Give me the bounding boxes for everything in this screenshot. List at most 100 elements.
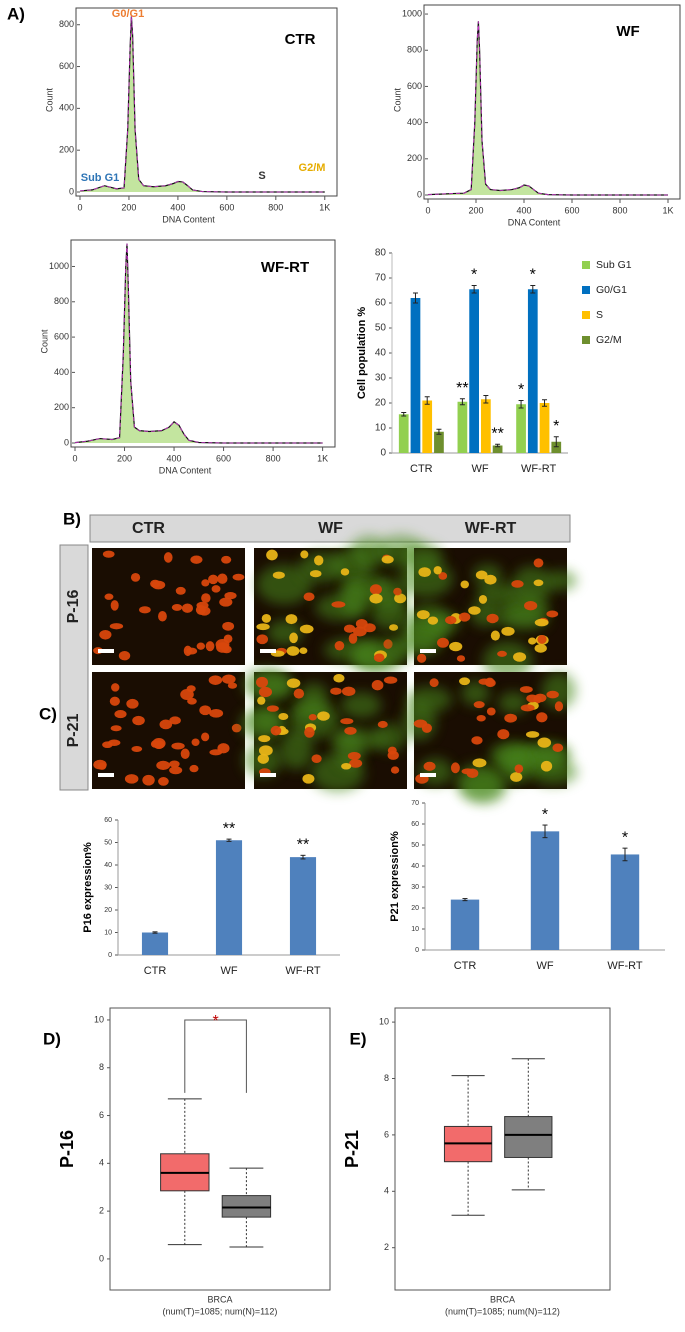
bar xyxy=(289,857,317,955)
y-tick-label: 10 xyxy=(94,1014,104,1024)
nucleus xyxy=(163,552,173,563)
green-stain xyxy=(299,682,328,708)
nucleus xyxy=(383,676,398,684)
nucleus xyxy=(341,686,356,697)
nucleus xyxy=(191,738,200,746)
nucleus xyxy=(534,643,547,653)
nucleus xyxy=(317,711,330,721)
y-tick-label: 0 xyxy=(64,437,69,447)
x-tick-label: WF xyxy=(471,463,488,475)
nucleus xyxy=(533,558,544,568)
nucleus xyxy=(278,712,289,720)
significance: * xyxy=(622,829,628,846)
nucleus xyxy=(99,630,112,640)
x-tick-label: 1K xyxy=(662,205,673,215)
nucleus xyxy=(175,586,186,595)
nucleus xyxy=(209,708,224,718)
nucleus xyxy=(353,626,367,637)
y-tick-label: 2 xyxy=(384,1242,389,1252)
y-tick-label: 400 xyxy=(59,103,74,113)
nucleus xyxy=(139,606,151,614)
significance: ** xyxy=(223,820,235,837)
y-tick-label: 8 xyxy=(99,1062,104,1072)
annotation: G0/G1 xyxy=(112,8,144,20)
y-tick-label: 20 xyxy=(375,398,387,409)
nucleus xyxy=(546,690,559,699)
y-tick-label: 70 xyxy=(375,273,387,284)
legend-swatch xyxy=(582,261,590,269)
scale-bar xyxy=(420,773,436,777)
y-tick-label: 8 xyxy=(384,1073,389,1083)
nucleus xyxy=(347,751,361,760)
y-tick-label: 40 xyxy=(411,863,419,870)
nucleus xyxy=(438,572,448,580)
significance: * xyxy=(212,1013,218,1030)
green-stain xyxy=(388,635,441,657)
green-stain xyxy=(256,564,313,605)
nucleus xyxy=(201,579,210,587)
box xyxy=(221,1195,272,1218)
y-axis-label: Count xyxy=(44,88,54,113)
bar xyxy=(539,403,550,453)
x-tick-label: WF xyxy=(536,960,553,972)
green-stain xyxy=(339,580,370,616)
nucleus xyxy=(286,678,301,688)
y-tick-label: 0 xyxy=(380,448,386,459)
plot-frame xyxy=(109,1007,331,1291)
y-tick-label: 60 xyxy=(104,817,112,824)
fit-line xyxy=(74,243,323,444)
nucleus xyxy=(169,766,183,775)
plot-frame xyxy=(75,7,338,197)
nucleus xyxy=(286,646,300,656)
nucleus xyxy=(222,621,235,631)
x-tick-label: WF xyxy=(220,965,237,977)
nucleus xyxy=(150,740,160,748)
y-tick-label: 800 xyxy=(54,296,69,306)
y-tick-label: 800 xyxy=(407,45,422,55)
nucleus xyxy=(501,626,515,636)
nucleus xyxy=(341,762,352,770)
nucleus xyxy=(256,634,269,645)
nucleus xyxy=(314,555,324,566)
green-stain xyxy=(406,686,453,713)
nucleus xyxy=(449,641,463,652)
nucleus xyxy=(461,768,474,775)
nucleus xyxy=(427,616,439,625)
nucleus xyxy=(513,652,527,662)
nucleus xyxy=(510,772,523,782)
nucleus xyxy=(459,677,471,686)
nucleus xyxy=(528,637,537,645)
x-tick-label: 600 xyxy=(216,453,231,463)
y-tick-label: 600 xyxy=(54,331,69,341)
significance: ** xyxy=(297,837,309,854)
y-tick-label: 10 xyxy=(104,929,112,936)
y-axis-label: P-16 xyxy=(57,1130,77,1168)
green-stain xyxy=(461,681,490,706)
x-tick-label: 0 xyxy=(72,453,77,463)
x-axis-label: DNA Content xyxy=(162,214,215,224)
y-axis-label: Count xyxy=(39,329,49,354)
nucleus xyxy=(460,580,469,589)
panel-label: C) xyxy=(39,704,57,723)
nucleus xyxy=(520,704,535,712)
micrograph xyxy=(92,672,245,789)
nucleus xyxy=(445,616,457,625)
nucleus xyxy=(497,650,507,657)
plot-frame xyxy=(394,1007,611,1291)
x-axis-label: BRCA xyxy=(207,1294,232,1304)
legend-label: Sub G1 xyxy=(596,259,632,271)
green-stain xyxy=(279,730,313,770)
x-tick-label: WF-RT xyxy=(285,965,321,977)
nucleus xyxy=(526,694,538,703)
nucleus xyxy=(289,632,298,644)
nucleus xyxy=(349,759,363,768)
significance: * xyxy=(542,806,548,823)
nucleus xyxy=(132,715,145,726)
y-tick-label: 0 xyxy=(415,947,419,954)
nucleus xyxy=(514,764,524,774)
nucleus xyxy=(208,574,219,585)
nucleus xyxy=(150,579,161,588)
x-axis-label: BRCA xyxy=(490,1294,515,1304)
nucleus xyxy=(266,705,279,712)
legend-swatch xyxy=(582,336,590,344)
